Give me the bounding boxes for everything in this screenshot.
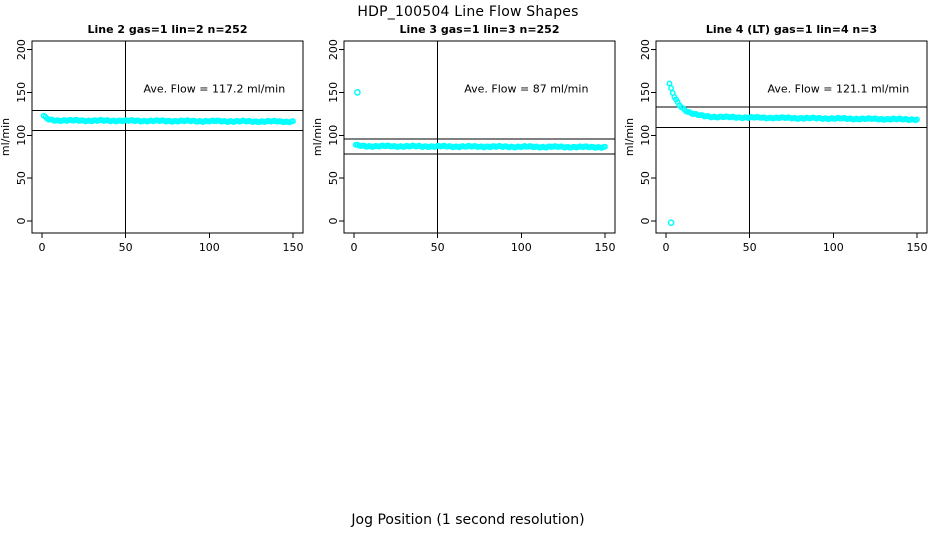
x-tick-label: 100 (199, 241, 220, 254)
data-point (602, 143, 608, 150)
x-tick-label: 0 (663, 241, 670, 254)
y-tick-label: 100 (15, 125, 28, 146)
ave-flow-annotation: Ave. Flow = 117.2 ml/min (143, 82, 285, 95)
y-tick-label: 150 (639, 82, 652, 103)
x-tick-label: 100 (511, 241, 532, 254)
panel-title: Line 3 gas=1 lin=3 n=252 (399, 23, 559, 36)
y-tick-label: 0 (327, 218, 340, 225)
y-tick-label: 0 (639, 218, 652, 225)
y-axis-label: ml/min (624, 118, 636, 156)
panel-plot: Line 2 gas=1 lin=2 n=252 0 50 100 150 0 50 100 1… (0, 23, 304, 254)
data-points (40, 112, 296, 126)
data-point (666, 80, 673, 87)
y-tick-label: 200 (327, 39, 340, 60)
x-tick-label: 150 (282, 241, 303, 254)
x-tick-label: 50 (119, 241, 133, 254)
data-points (352, 89, 608, 151)
y-axis-label: ml/min (0, 118, 12, 156)
plot-box (31, 40, 304, 234)
data-points (666, 80, 920, 227)
flow-panels: Line 2 gas=1 lin=2 n=252 0 50 100 150 0 50 100 1… (0, 20, 936, 270)
y-tick-label: 150 (327, 82, 340, 103)
outlier-point (354, 89, 361, 96)
data-point (668, 85, 675, 92)
y-axis-label: ml/min (312, 118, 324, 156)
ave-flow-annotation: Ave. Flow = 121.1 ml/min (767, 82, 909, 95)
x-tick-label: 0 (39, 241, 46, 254)
x-tick-label: 100 (823, 241, 844, 254)
y-tick-label: 200 (15, 39, 28, 60)
panel-plot: Line 3 gas=1 lin=3 n=252 0 50 100 150 0 50 100 1… (312, 23, 616, 254)
y-tick-label: 50 (327, 171, 340, 185)
x-tick-label: 0 (351, 241, 358, 254)
y-tick-label: 100 (639, 125, 652, 146)
x-tick-label: 50 (431, 241, 445, 254)
x-tick-label: 150 (906, 241, 927, 254)
y-tick-label: 100 (327, 125, 340, 146)
y-tick-label: 50 (15, 171, 28, 185)
ave-flow-annotation: Ave. Flow = 87 ml/min (464, 82, 588, 95)
panel-plot: Line 4 (LT) gas=1 lin=4 n=3 0 50 100 150 0 50 1… (624, 23, 928, 254)
x-tick-label: 50 (743, 241, 757, 254)
y-tick-label: 50 (639, 171, 652, 185)
flow-panel: Line 4 (LT) gas=1 lin=4 n=3 0 50 100 150 0 50 1… (624, 20, 936, 270)
figure-xlabel: Jog Position (1 second resolution) (351, 512, 585, 528)
plot-box (655, 40, 928, 234)
figure-title: HDP_100504 Line Flow Shapes (357, 4, 579, 20)
panel-title: Line 4 (LT) gas=1 lin=4 n=3 (706, 23, 877, 36)
data-point (290, 118, 296, 125)
panel-title: Line 2 gas=1 lin=2 n=252 (87, 23, 247, 36)
data-point (914, 116, 920, 123)
flow-panel: Line 3 gas=1 lin=3 n=252 0 50 100 150 0 50 100 1… (312, 20, 624, 270)
outlier-point (667, 219, 675, 227)
plot-box (343, 40, 616, 234)
y-tick-label: 0 (15, 218, 28, 225)
y-tick-label: 150 (15, 82, 28, 103)
x-tick-label: 150 (594, 241, 615, 254)
y-tick-label: 200 (639, 39, 652, 60)
flow-panel: Line 2 gas=1 lin=2 n=252 0 50 100 150 0 50 100 1… (0, 20, 312, 270)
